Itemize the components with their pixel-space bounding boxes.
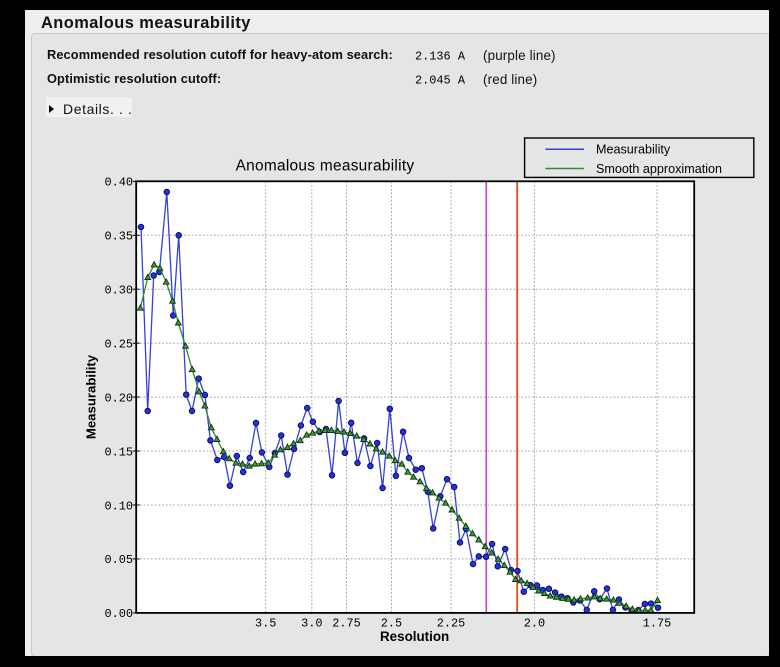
svg-text:0.25: 0.25 <box>104 338 133 352</box>
svg-text:3.0: 3.0 <box>301 617 322 631</box>
svg-text:2.5: 2.5 <box>381 617 402 631</box>
svg-text:Anomalous measurability: Anomalous measurability <box>236 157 415 174</box>
svg-text:Measurability: Measurability <box>84 354 99 439</box>
svg-text:0.30: 0.30 <box>104 284 133 298</box>
svg-text:0.10: 0.10 <box>104 499 133 513</box>
svg-text:2.045 A: 2.045 A <box>415 74 466 88</box>
svg-text:1.75: 1.75 <box>643 617 672 631</box>
svg-text:0.35: 0.35 <box>104 230 133 244</box>
svg-text:Resolution: Resolution <box>380 629 449 644</box>
svg-text:0.40: 0.40 <box>104 176 133 190</box>
svg-text:2.75: 2.75 <box>332 617 361 631</box>
svg-text:2.136 A: 2.136 A <box>415 50 466 64</box>
svg-text:2.25: 2.25 <box>437 617 466 631</box>
svg-text:0.20: 0.20 <box>104 391 133 405</box>
svg-text:Smooth approximation: Smooth approximation <box>596 162 722 176</box>
svg-text:3.5: 3.5 <box>255 617 276 631</box>
svg-text:Measurability: Measurability <box>596 143 671 157</box>
svg-text:0.00: 0.00 <box>104 607 133 621</box>
svg-text:0.15: 0.15 <box>104 445 133 459</box>
svg-text:0.05: 0.05 <box>104 553 133 567</box>
svg-text:2.0: 2.0 <box>524 617 545 631</box>
